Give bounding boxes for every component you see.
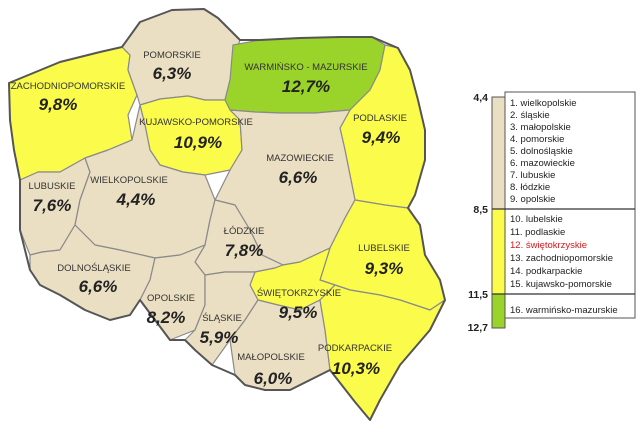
region-name-podkarpackie: PODKARPACKIE xyxy=(318,343,392,354)
region-value-wielkopolskie: 4,4% xyxy=(116,190,156,209)
legend-item: 2. śląskie xyxy=(510,110,550,121)
legend-swatch-high xyxy=(491,293,506,329)
region-name-pomorskie: POMORSKIE xyxy=(143,50,201,61)
region-value-dolnoslaskie: 6,6% xyxy=(79,277,118,296)
legend-item: 13. zachodniopomorskie xyxy=(510,253,613,264)
legend-item: 14. podkarpackie xyxy=(510,266,582,277)
region-name-kujawsko-pomorskie: KUJAWSKO-POMORSKIE xyxy=(139,117,253,128)
region-value-malopolskie: 6,0% xyxy=(254,369,293,388)
region-name-wielkopolskie: WIELKOPOLSKIE xyxy=(90,175,168,186)
legend-item: 4. pomorskie xyxy=(510,134,564,145)
country-outline xyxy=(8,8,446,421)
legend-swatch-mid xyxy=(491,208,506,295)
region-name-mazowieckie: MAZOWIECKIE xyxy=(266,153,334,164)
regions-layer xyxy=(8,8,446,421)
region-name-opolskie: OPOLSKIE xyxy=(147,293,195,304)
legend-item: 11. podlaskie xyxy=(510,227,565,238)
legend-item: 5. dolnośląskie xyxy=(510,146,573,157)
region-value-kujawsko-pomorskie: 10,9% xyxy=(174,133,222,152)
legend-box xyxy=(504,91,636,319)
region-value-lodzkie: 7,8% xyxy=(225,241,264,260)
legend-item: 3. małopolskie xyxy=(510,122,571,133)
region-name-podlaskie: PODLASKIE xyxy=(353,113,407,124)
legend-scale-label: 8,5 xyxy=(473,204,488,216)
legend-scale-label: 4,4 xyxy=(473,92,488,104)
labels-layer: POMORSKIE 6,3% WARMIŃSKO - MAZURSKIE 12,… xyxy=(11,50,410,388)
region-value-lubelskie: 9,3% xyxy=(365,259,404,278)
region-value-swietokrzyskie: 9,5% xyxy=(279,303,318,322)
region-name-lodzkie: ŁÓDZKIE xyxy=(224,226,265,237)
legend-item: 6. mazowieckie xyxy=(510,158,575,169)
legend-item-highlighted: 12. świętokrzyskie xyxy=(510,240,587,251)
legend-scale-label: 11,5 xyxy=(468,289,488,301)
region-value-lubuskie: 7,6% xyxy=(33,196,72,215)
region-value-opolskie: 8,2% xyxy=(147,308,186,327)
legend-item: 1. wielkopolskie xyxy=(510,98,577,109)
region-value-pomorskie: 6,3% xyxy=(153,64,192,83)
legend-item: 9. opolskie xyxy=(510,194,555,205)
legend-item: 10. lubelskie xyxy=(510,214,563,225)
legend-scale-label: 12,7 xyxy=(468,322,489,334)
region-name-lubelskie: LUBELSKIE xyxy=(358,243,410,254)
region-value-podlaskie: 9,4% xyxy=(362,128,401,147)
region-name-slaskie: ŚLĄSKIE xyxy=(202,312,242,324)
legend-item: 7. lubuskie xyxy=(510,170,555,181)
legend-swatch-low xyxy=(491,96,506,210)
legend-item: 15. kujawsko-pomorskie xyxy=(510,279,612,290)
region-value-podkarpackie: 10,3% xyxy=(332,359,380,378)
legend-item: 16. warmińsko-mazurskie xyxy=(510,305,618,316)
region-name-lubuskie: LUBUSKIE xyxy=(29,181,76,192)
region-name-dolnoslaskie: DOLNOŚLĄSKIE xyxy=(57,262,130,274)
region-name-malopolskie: MAŁOPOLSKIE xyxy=(237,352,305,363)
region-name-swietokrzyskie: ŚWIĘTOKRZYSKIE xyxy=(257,287,341,299)
legend: 4,4 8,5 11,5 12,7 1. wielkopolskie 2. śl… xyxy=(468,91,636,334)
region-name-zachodniopomorskie: ZACHODNIOPOMORSKIE xyxy=(11,81,126,92)
region-name-warminsko-mazurskie: WARMIŃSKO - MAZURSKIE xyxy=(244,62,367,73)
region-value-warminsko-mazurskie: 12,7% xyxy=(282,77,330,96)
legend-item: 8. łódzkie xyxy=(510,182,550,193)
region-value-slaskie: 5,9% xyxy=(200,328,239,347)
region-value-zachodniopomorskie: 9,8% xyxy=(39,95,78,114)
region-value-mazowieckie: 6,6% xyxy=(279,168,318,187)
